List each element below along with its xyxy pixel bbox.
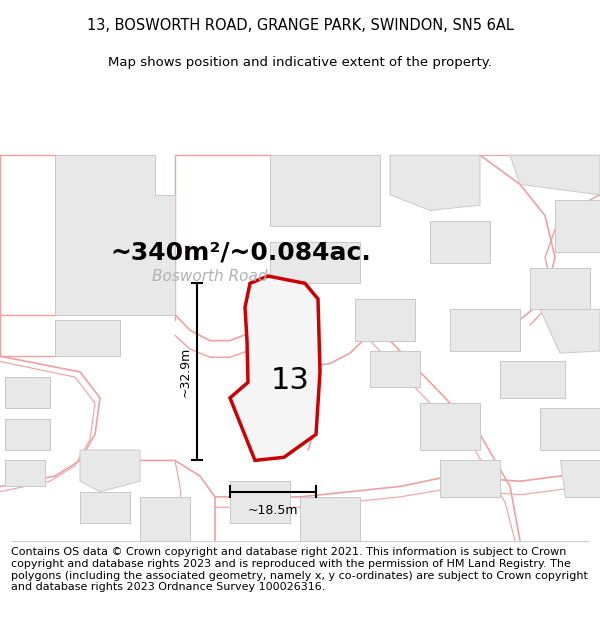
Polygon shape <box>420 403 480 450</box>
Polygon shape <box>355 299 415 341</box>
Polygon shape <box>5 461 45 486</box>
Polygon shape <box>500 361 565 398</box>
Text: 13, BOSWORTH ROAD, GRANGE PARK, SWINDON, SN5 6AL: 13, BOSWORTH ROAD, GRANGE PARK, SWINDON,… <box>86 18 514 33</box>
Polygon shape <box>530 268 590 309</box>
Polygon shape <box>140 497 190 541</box>
Text: ~340m²/~0.084ac.: ~340m²/~0.084ac. <box>110 240 371 264</box>
Polygon shape <box>5 377 50 408</box>
Polygon shape <box>300 497 360 541</box>
Polygon shape <box>440 461 500 497</box>
Polygon shape <box>560 461 600 497</box>
Text: ~18.5m: ~18.5m <box>248 504 298 517</box>
Polygon shape <box>55 155 175 314</box>
Polygon shape <box>370 351 420 388</box>
Polygon shape <box>270 242 360 283</box>
Polygon shape <box>5 419 50 450</box>
Polygon shape <box>230 276 320 461</box>
Polygon shape <box>80 450 140 492</box>
Polygon shape <box>510 155 600 195</box>
Polygon shape <box>230 481 290 523</box>
Text: Map shows position and indicative extent of the property.: Map shows position and indicative extent… <box>108 56 492 69</box>
Polygon shape <box>390 155 480 211</box>
Polygon shape <box>555 200 600 252</box>
Text: 13: 13 <box>271 366 310 395</box>
Polygon shape <box>540 309 600 353</box>
Text: ~32.9m: ~32.9m <box>179 347 191 397</box>
Polygon shape <box>450 309 520 351</box>
Polygon shape <box>430 221 490 262</box>
Polygon shape <box>80 492 130 523</box>
Polygon shape <box>55 320 120 356</box>
Text: Bosworth Road: Bosworth Road <box>152 269 268 284</box>
Polygon shape <box>270 155 380 226</box>
Text: Contains OS data © Crown copyright and database right 2021. This information is : Contains OS data © Crown copyright and d… <box>11 548 587 592</box>
Polygon shape <box>540 408 600 450</box>
